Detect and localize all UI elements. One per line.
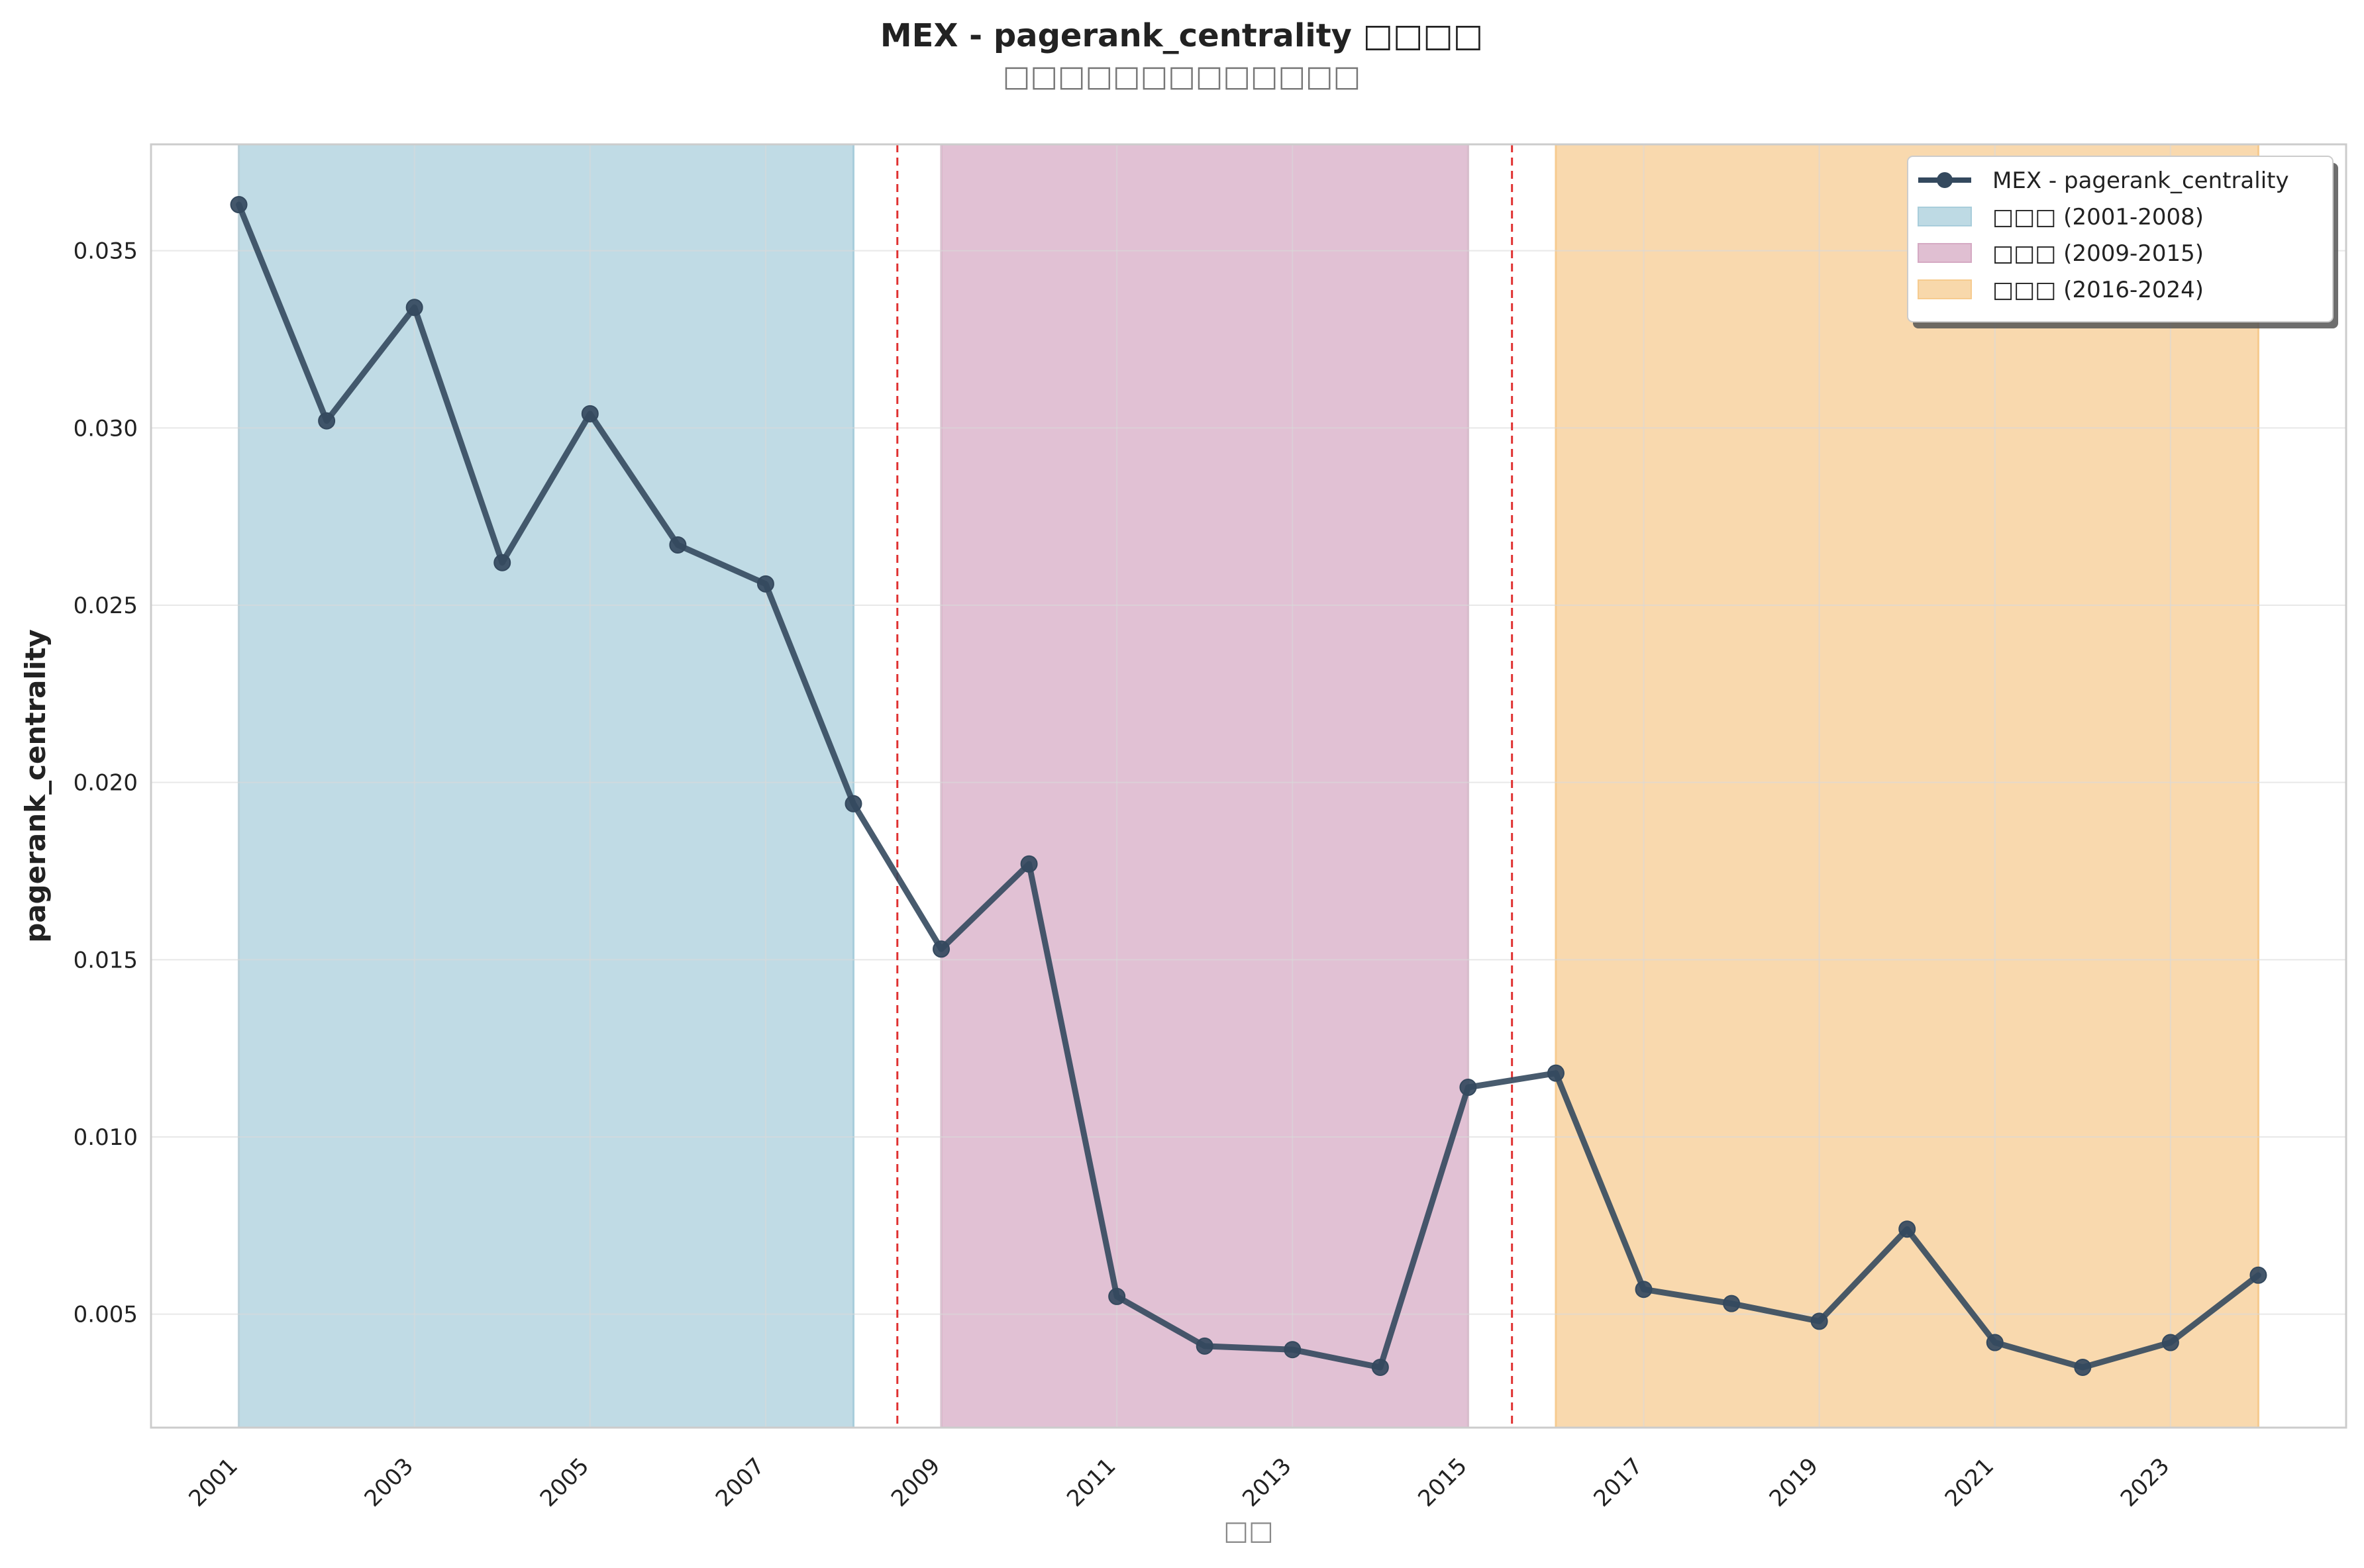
y-tick-label: 0.030 <box>74 415 138 442</box>
data-point <box>1898 1220 1916 1238</box>
chart-subtitle: □□□□□□□□□□□□□ <box>1003 60 1361 93</box>
legend-label: MEX - pagerank_centrality <box>1992 168 2289 194</box>
data-point <box>2161 1334 2179 1351</box>
data-point <box>1284 1341 1302 1359</box>
y-tick-label: 0.015 <box>74 947 138 973</box>
legend-label: □□□ (2009-2015) <box>1992 240 2204 267</box>
data-point <box>1459 1079 1477 1097</box>
legend-marker-swatch <box>1937 172 1953 188</box>
y-axis-label: pagerank_centrality <box>19 629 52 943</box>
y-tick-label: 0.010 <box>74 1124 138 1151</box>
period-band-3 <box>1555 143 2259 1429</box>
legend-band-swatch <box>1918 207 1972 226</box>
data-point <box>1723 1295 1741 1312</box>
data-point <box>581 405 599 422</box>
data-point <box>933 940 951 958</box>
data-point <box>2074 1358 2092 1376</box>
data-point <box>2249 1266 2267 1284</box>
plot-frame <box>150 143 2347 1429</box>
period-band-1 <box>238 143 854 1429</box>
period-band-2 <box>940 143 1469 1429</box>
x-axis-label: □□ <box>1223 1516 1274 1546</box>
data-point <box>405 299 423 317</box>
y-tick-label: 0.005 <box>74 1302 138 1328</box>
chart-title: MEX - pagerank_centrality □□□□ <box>880 17 1483 54</box>
data-point <box>1810 1312 1828 1330</box>
data-point <box>230 196 248 214</box>
y-tick-label: 0.035 <box>74 238 138 265</box>
data-point <box>756 575 774 593</box>
series-line <box>236 201 2261 1371</box>
y-tick-label: 0.020 <box>74 770 138 797</box>
data-point <box>318 412 336 430</box>
data-point <box>1108 1287 1126 1305</box>
legend-band-swatch <box>1918 243 1972 263</box>
y-tick-label: 0.025 <box>74 593 138 619</box>
data-point <box>1020 855 1038 873</box>
data-point <box>1986 1334 2004 1351</box>
legend: MEX - pagerank_centrality □□□ (2001-2008)… <box>1907 156 2338 328</box>
data-point <box>1371 1358 1389 1376</box>
legend-label: □□□ (2016-2024) <box>1992 277 2204 303</box>
data-point <box>1196 1337 1213 1355</box>
data-point <box>669 536 687 554</box>
legend-band-swatch <box>1918 279 1972 299</box>
data-point <box>1635 1281 1653 1298</box>
data-point <box>493 554 511 571</box>
legend-label: □□□ (2001-2008) <box>1992 204 2204 230</box>
legend-box <box>1907 156 2334 322</box>
data-point <box>1547 1064 1565 1082</box>
data-point <box>845 795 862 812</box>
